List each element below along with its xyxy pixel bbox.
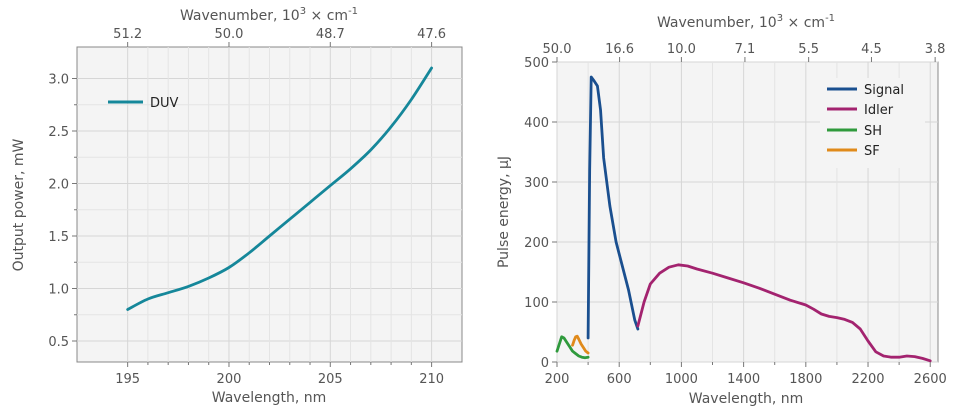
top-tick-label: 47.6 xyxy=(417,27,446,42)
legend-box xyxy=(820,78,925,168)
legend-label-sf: SF xyxy=(864,144,880,159)
legend-label-duv: DUV xyxy=(150,96,179,111)
top-axis-label: Wavenumber, 103 × cm-1 xyxy=(657,13,835,31)
x-tick-label: 205 xyxy=(318,372,343,387)
y-tick-label: 400 xyxy=(524,116,549,131)
top-tick-label: 50.0 xyxy=(543,42,572,57)
y-axis-label: Output power, mW xyxy=(11,138,27,271)
y-tick-label: 500 xyxy=(524,56,549,71)
x-axis-label: Wavelength, nm xyxy=(689,391,803,407)
top-tick-label: 5.5 xyxy=(798,42,819,57)
y-tick-labels: 0 100 200 300 400 500 xyxy=(524,56,549,371)
y-axis-label: Pulse energy, µJ xyxy=(496,156,512,268)
x-tick-label: 600 xyxy=(607,372,632,387)
top-tick-label: 51.2 xyxy=(113,27,142,42)
series-line-idler xyxy=(636,263,932,363)
top-tick-label: 10.0 xyxy=(667,42,696,57)
top-tick-label: 50.0 xyxy=(214,27,243,42)
top-axis-label: Wavenumber, 103 × cm-1 xyxy=(180,6,358,24)
y-tick-label: 1.5 xyxy=(48,230,69,245)
top-tick-label: 3.8 xyxy=(925,42,946,57)
legend-label-sh: SH xyxy=(864,124,882,139)
x-tick-label: 200 xyxy=(545,372,570,387)
legend: Signal Idler SH SF xyxy=(820,78,925,168)
top-tick-label: 4.5 xyxy=(861,42,882,57)
series-lines xyxy=(555,75,932,363)
legend: DUV xyxy=(108,96,179,111)
legend-label-signal: Signal xyxy=(864,83,904,98)
x-tick-label: 200 xyxy=(217,372,242,387)
series-line-sh xyxy=(555,335,590,360)
y-tick-label: 1.0 xyxy=(48,283,69,298)
series-line-signal xyxy=(586,75,640,340)
y-tick-label: 2.0 xyxy=(48,178,69,193)
x-tick-label: 1000 xyxy=(665,372,698,387)
y-tick-label: 2.5 xyxy=(48,125,69,140)
x-axis-label: Wavelength, nm xyxy=(212,390,326,406)
top-tick-labels: 51.2 50.0 48.7 47.6 xyxy=(113,27,446,42)
x-tick-label: 1800 xyxy=(789,372,822,387)
x-tick-label: 2600 xyxy=(914,372,947,387)
x-tick-labels: 200 600 1000 1400 1800 2200 2600 xyxy=(545,372,947,387)
x-tick-labels: 195 200 205 210 xyxy=(115,372,444,387)
y-tick-label: 0 xyxy=(541,356,549,371)
tick-marks xyxy=(72,42,433,367)
y-tick-labels: 0.5 1.0 1.5 2.0 2.5 3.0 xyxy=(48,73,69,351)
series-lines xyxy=(126,66,434,311)
top-tick-label: 7.1 xyxy=(735,42,756,57)
x-tick-label: 195 xyxy=(115,372,140,387)
series-line-sf xyxy=(571,334,590,355)
x-tick-label: 210 xyxy=(419,372,444,387)
x-tick-label: 1400 xyxy=(727,372,760,387)
legend-label-idler: Idler xyxy=(864,103,894,118)
duv-power-chart: 195 200 205 210 0.5 1.0 1.5 2.0 2.5 3.0 51.2 50.0… xyxy=(11,6,463,406)
top-tick-labels: 50.0 16.6 10.0 7.1 5.5 4.5 3.8 xyxy=(543,42,946,57)
y-tick-label: 0.5 xyxy=(48,335,69,350)
tick-marks xyxy=(552,57,936,367)
top-tick-label: 48.7 xyxy=(316,27,345,42)
pulse-energy-chart: 200 600 1000 1400 1800 2200 2600 0 100 200 300 400… xyxy=(496,13,947,407)
y-tick-label: 100 xyxy=(524,296,549,311)
series-line-duv xyxy=(126,66,434,311)
y-tick-label: 3.0 xyxy=(48,73,69,88)
y-tick-label: 300 xyxy=(524,176,549,191)
x-tick-label: 2200 xyxy=(851,372,884,387)
top-tick-label: 16.6 xyxy=(605,42,634,57)
y-tick-label: 200 xyxy=(524,236,549,251)
